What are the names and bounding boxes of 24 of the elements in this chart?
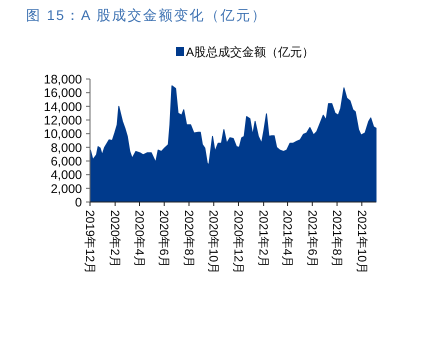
y-tick-label: 10,000 bbox=[44, 127, 82, 142]
x-tick-label: 2020年10月 bbox=[206, 210, 221, 274]
x-tick-label: 2020年4月 bbox=[132, 210, 146, 268]
y-tick-label: 2,000 bbox=[50, 182, 82, 196]
y-tick-label: 6,000 bbox=[50, 154, 82, 168]
x-tick-label: 2021年6月 bbox=[305, 210, 320, 268]
y-tick-label: 12,000 bbox=[44, 114, 82, 128]
x-tick-label: 2021年8月 bbox=[330, 210, 344, 268]
x-tick-label: 2020年8月 bbox=[182, 210, 196, 268]
x-tick-label: 2020年12月 bbox=[231, 210, 246, 274]
x-tick-label: 2021年4月 bbox=[280, 210, 295, 268]
legend-label: A股总成交金额（亿元） bbox=[186, 45, 314, 59]
x-tick-label: 2020年6月 bbox=[157, 210, 172, 268]
y-tick-label: 16,000 bbox=[44, 86, 82, 100]
x-tick-label: 2019年12月 bbox=[83, 210, 97, 274]
y-tick-label: 18,000 bbox=[44, 72, 82, 86]
x-tick-label: 2021年10月 bbox=[354, 210, 369, 274]
x-tick-label: 2020年2月 bbox=[108, 210, 122, 268]
y-tick-label: 14,000 bbox=[44, 100, 82, 114]
x-tick-label: 2021年2月 bbox=[256, 210, 271, 268]
chart-title: 图 15：A 股成交金额变化（亿元） bbox=[26, 7, 267, 23]
y-tick-label: 0 bbox=[75, 196, 82, 210]
y-tick-label: 8,000 bbox=[50, 140, 82, 155]
y-tick-label: 4,000 bbox=[50, 168, 82, 182]
